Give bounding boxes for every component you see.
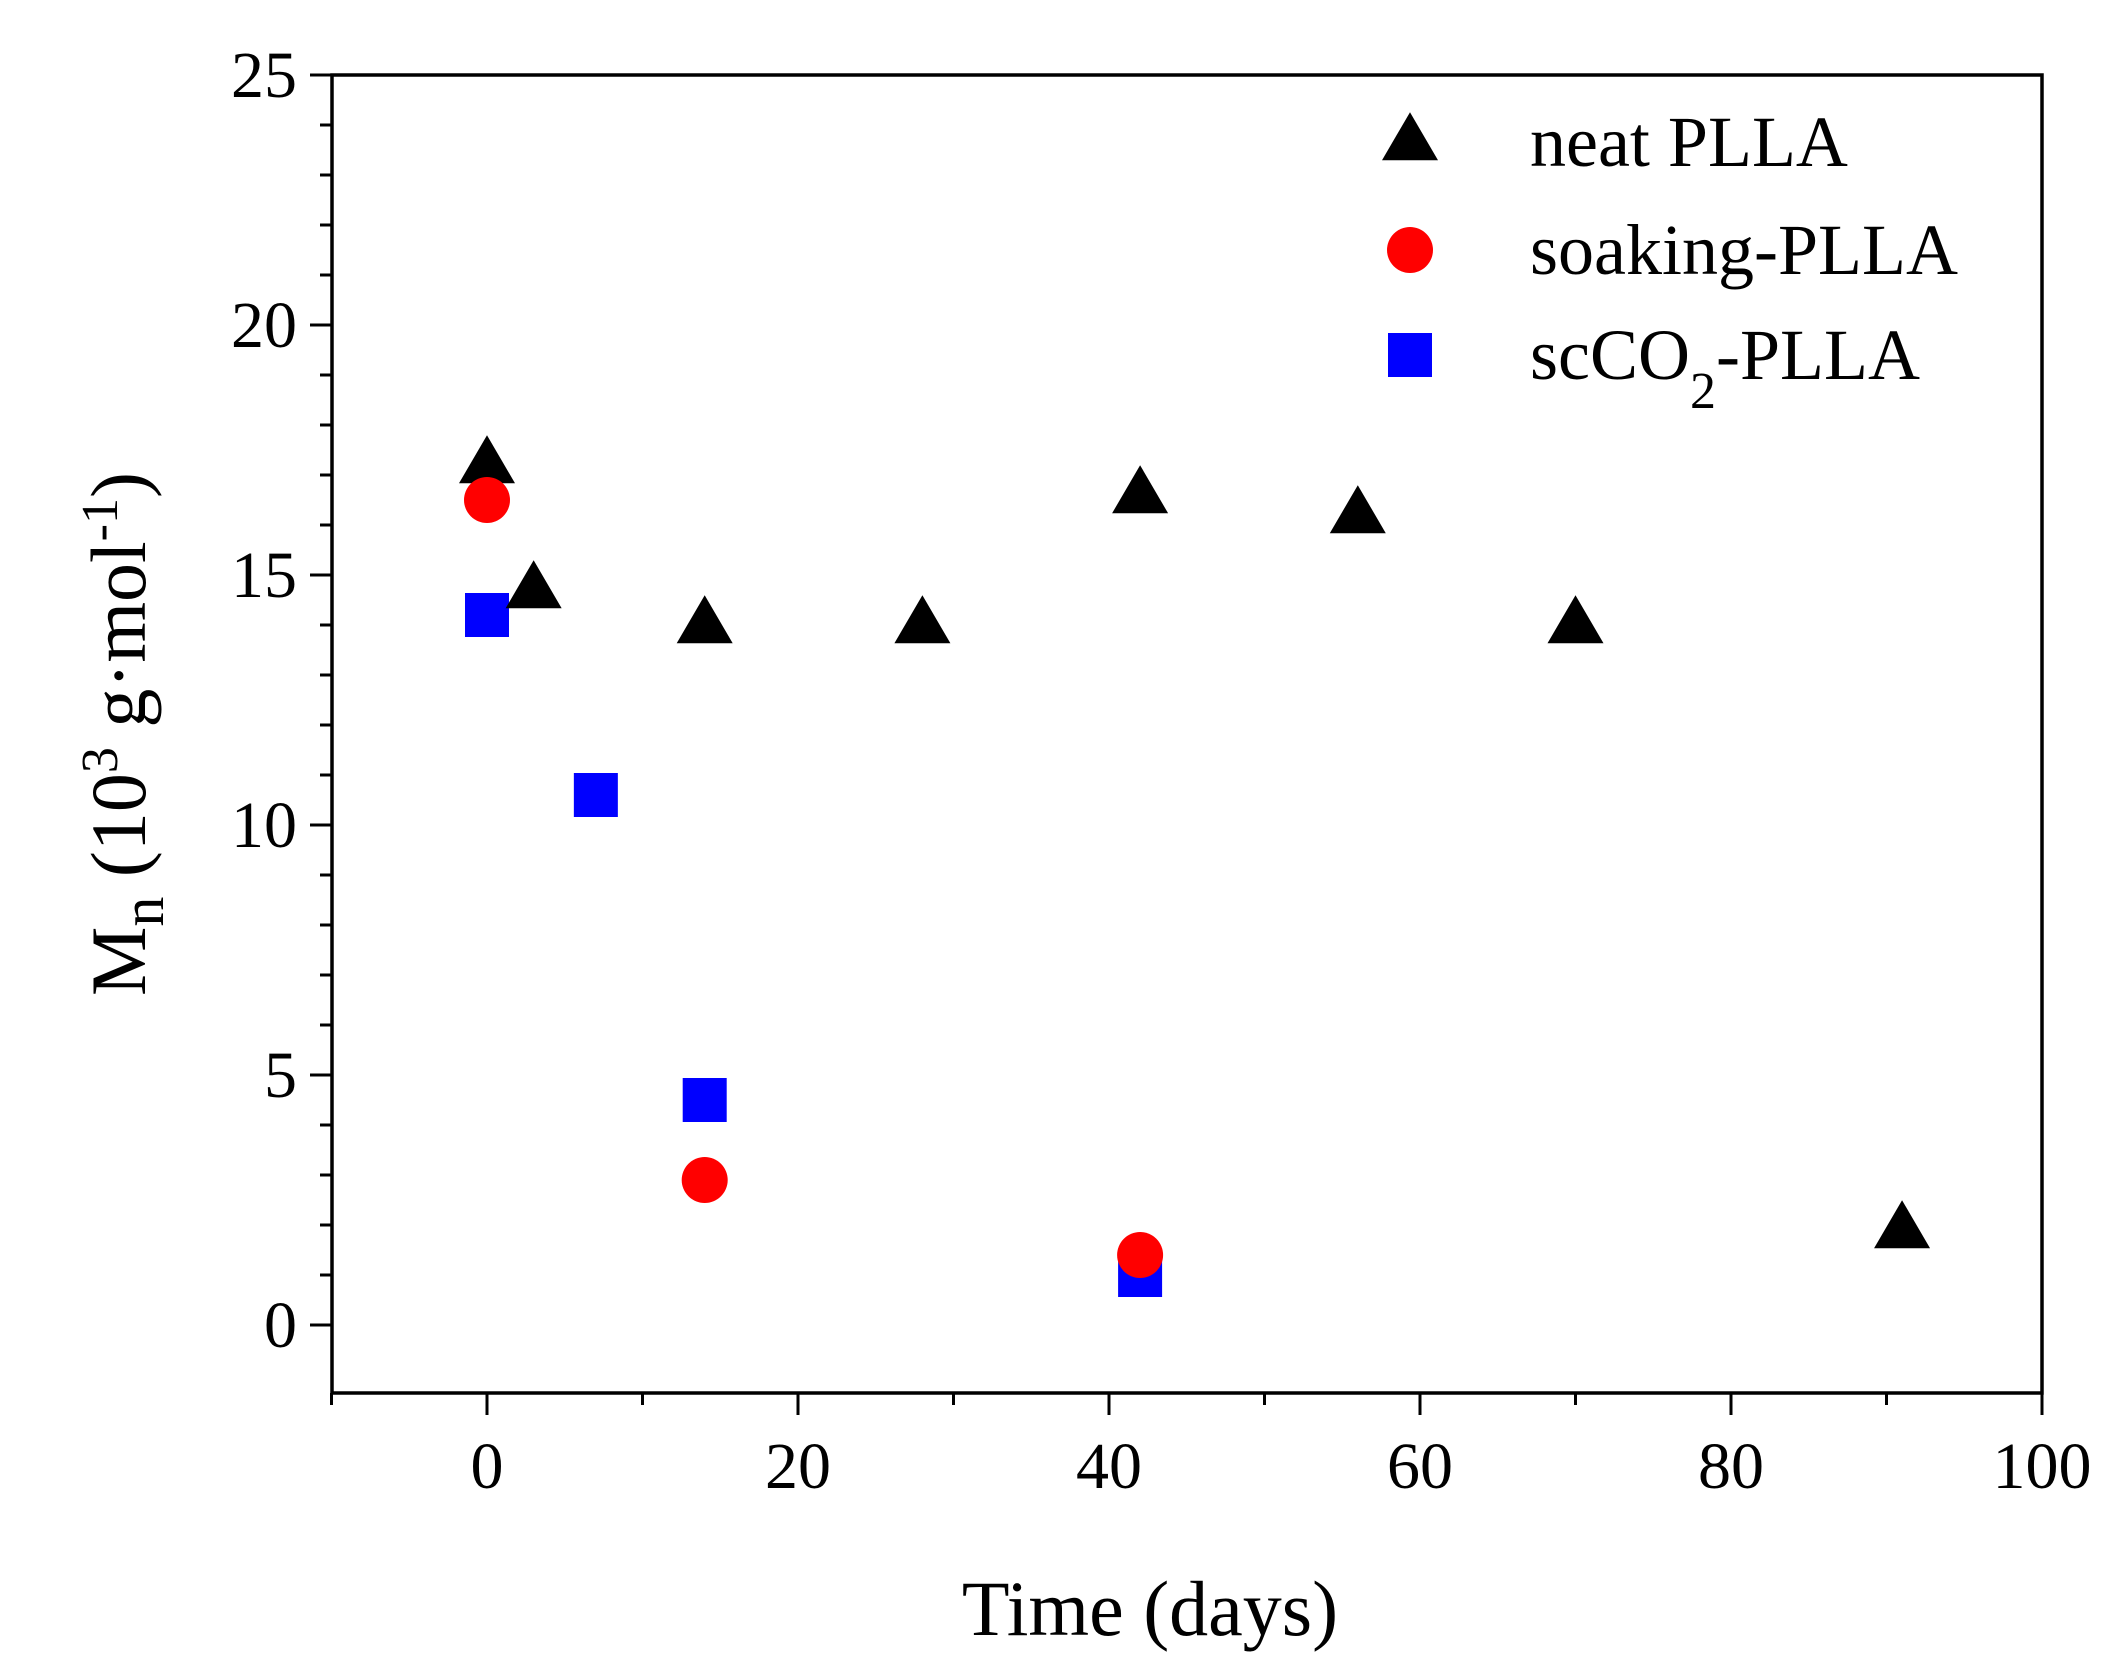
data-markers (459, 435, 1931, 1297)
y-axis-ticks: 0 5 10 15 20 25 (231, 39, 332, 1362)
data-point-square (573, 773, 618, 817)
legend-label: neat PLLA (1530, 102, 1848, 182)
y-axis-title-subscript: n (110, 897, 176, 927)
y-tick-label: 10 (231, 789, 297, 862)
data-point-triangle (505, 560, 562, 609)
plot-frame (330, 73, 2044, 1395)
y-axis-title-unit-open: (10 (75, 773, 162, 896)
data-point-triangle (1874, 1200, 1931, 1249)
y-axis-title-unit: g·mol (75, 541, 162, 747)
legend-marker-circle (1387, 227, 1433, 273)
y-tick-label: 5 (264, 1039, 297, 1112)
y-axis-title: Mn (103 g·mol-1) (72, 472, 177, 996)
x-tick-label: 60 (1387, 1430, 1453, 1503)
x-axis-title: Time (days) (962, 1565, 1338, 1652)
x-tick-label: 80 (1698, 1430, 1764, 1503)
x-tick-label: 0 (471, 1430, 504, 1503)
x-tick-label: 100 (1993, 1430, 2092, 1503)
legend-marker-triangle (1382, 112, 1438, 161)
data-point-triangle (894, 595, 951, 644)
y-axis-title-superscript: 3 (72, 747, 129, 773)
data-point-square (465, 593, 509, 637)
data-point-triangle (459, 435, 515, 484)
data-point-circle (1117, 1232, 1164, 1278)
legend-label: scCO2-PLLA (1530, 315, 1920, 420)
legend-label: soaking-PLLA (1530, 210, 1958, 290)
x-tick-label: 40 (1076, 1430, 1142, 1503)
y-axis-title-superscript-2: -1 (72, 498, 129, 541)
data-point-triangle (1329, 485, 1386, 534)
data-point-circle (464, 477, 510, 523)
y-axis-title-symbol: M (75, 927, 162, 996)
data-point-triangle (676, 595, 733, 644)
data-point-triangle (1547, 595, 1604, 644)
y-tick-label: 25 (231, 39, 297, 112)
x-tick-label: 20 (765, 1430, 831, 1503)
data-point-triangle (1112, 465, 1169, 514)
legend-marker-square (1388, 333, 1432, 377)
y-tick-label: 15 (231, 539, 297, 612)
x-axis-ticks: 0 20 40 60 80 100 (330, 1393, 2092, 1503)
y-tick-label: 20 (231, 289, 297, 362)
y-axis-title-unit-close: ) (75, 472, 162, 498)
data-point-circle (681, 1157, 728, 1203)
y-tick-label: 0 (264, 1289, 297, 1362)
legend: neat PLLA soaking-PLLA scCO2-PLLA (1382, 102, 1958, 420)
data-point-square (682, 1078, 727, 1122)
